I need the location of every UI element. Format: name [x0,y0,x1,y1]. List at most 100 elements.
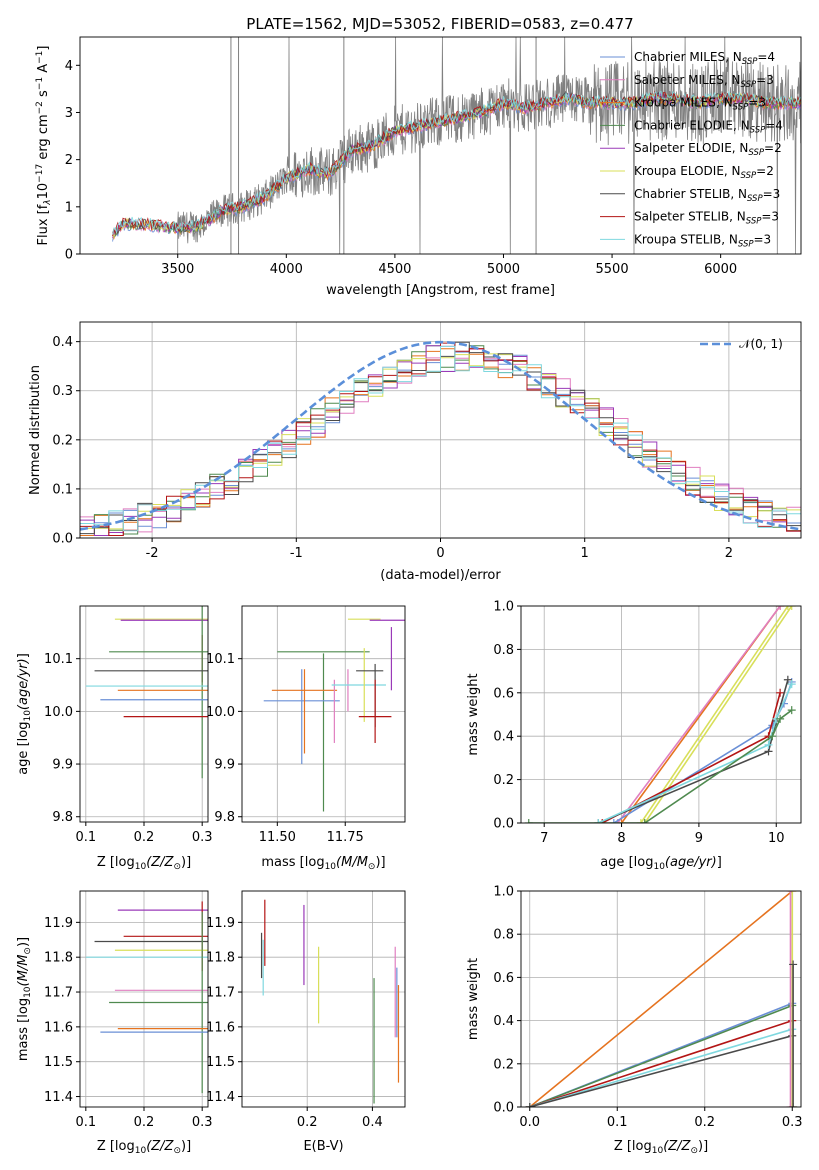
x-tick-label: 4000 [270,262,303,277]
x-tick-label: 0.2 [134,1115,155,1130]
plot-area [260,899,400,1104]
y-tick-label: 11.7 [44,986,73,1001]
plot-area [112,37,801,254]
series-marker-chabrier_stelib [789,960,798,969]
y-tick-label: 11.8 [206,951,235,966]
y-tick-label: 10.0 [206,705,235,720]
y-tick-label: 10.1 [206,652,235,667]
legend-label: Chabrier ELODIE, NSSP=4 [634,118,783,135]
legend-label: Chabrier MILES, NSSP=4 [634,50,775,67]
x-tick-label: 2 [725,546,733,561]
x-axis-label: age [log10(age/yr)] [600,855,722,872]
x-tick-label: 0.0 [519,1115,540,1130]
series-marker-salpeter_miles [786,1103,795,1107]
y-tick-label: 0.4 [493,1014,514,1029]
y-tick-label: 0.0 [493,817,514,832]
y-tick-label: 0.8 [493,643,514,658]
series-line-kroupa_stelib [597,683,793,823]
legend-label: 𝒩(0, 1) [739,337,783,351]
y-tick-label: 0.0 [493,1101,514,1116]
spectrum-panel: 3500 4000 4500 5000 5500 6000 0 1 2 3 4 Chabrier MI… [35,36,802,298]
axes-frame [520,890,802,1108]
series-line-salpeter_stelib [529,1019,793,1107]
series-line-kroupa_stelib [529,1028,793,1107]
axes-frame [241,605,406,823]
series-marker-kroupa_elodie [787,606,796,610]
x-tick-label: 6000 [704,262,737,277]
plot-area [263,618,405,812]
plot-area [85,606,208,779]
y-tick-label: 0 [65,248,73,263]
series-marker-kroupa_elodie [783,606,792,610]
x-axis-label: Z [log10(Z/Z⊙)] [97,855,191,872]
legend-label: Kroupa MILES, NSSP=3 [634,96,766,113]
legend-label: Chabrier STELIB, NSSP=3 [634,187,780,204]
y-tick-label: 0.0 [52,532,73,547]
x-tick-label: 0 [436,546,444,561]
model-spectrum-kroupa_stelib [112,90,801,235]
y-tick-label: 4 [65,59,73,74]
axes-frame [241,890,406,1108]
series-marker-chabrier_elodie [524,819,533,823]
x-tick-label: 1 [581,546,589,561]
series-marker-chabrier_stelib [789,1103,798,1107]
x-axis-label: Z [log10(Z/Z⊙)] [614,1139,708,1156]
series-marker-salpeter_miles [786,891,795,895]
series-marker-kroupa_stelib [787,680,796,689]
x-axis-label: (data-model)/error [380,568,501,583]
y-tick-label: 0.6 [493,971,514,986]
x-tick-label: 8 [617,831,625,846]
x-tick-label: 0.2 [694,1115,715,1130]
x-tick-label: 11.75 [327,830,364,845]
series-marker-salpeter_miles [776,606,785,610]
x-tick-label: 9 [695,831,703,846]
legend-label: Salpeter MILES, NSSP=3 [634,73,774,90]
y-tick-label: 11.4 [44,1090,73,1105]
mass-weight-vs-metallicity-panel: 0.0 0.1 0.2 0.3 0.0 0.2 0.4 0.6 0.8 1.0 Z [log10(Z… [466,885,803,1157]
histogram-kroupa_stelib [80,345,801,532]
series-marker-chabrier_stelib [525,1103,534,1107]
x-tick-label: 0.3 [782,1115,803,1130]
y-tick-label: 11.6 [206,1020,235,1035]
series-marker-chabrier_miles [609,819,618,823]
x-tick-label: 5000 [487,262,520,277]
series-line-kroupa_miles [529,891,793,1107]
plot-area [525,891,798,1107]
spectrum-legend: Chabrier MILES, NSSP=4 Salpeter MILES, NS… [600,50,783,249]
y-axis-label: mass weight [466,958,481,1040]
y-axis-label: mass weight [466,673,481,755]
plot-area [80,340,801,536]
series-line-kroupa_elodie [640,606,789,823]
legend-label: Kroupa STELIB, NSSP=3 [634,232,771,249]
x-axis-label: E(B-V) [303,1139,343,1154]
age-vs-mass-panel: 11.50 11.75 9.8 9.9 10.0 10.1 mass [log10(M/M⊙… [206,605,406,872]
series-marker-kroupa_elodie [788,1103,797,1107]
series-line-chabrier_stelib [529,1034,793,1107]
series-marker-chabrier_elodie [640,819,649,823]
x-tick-label: 7 [540,831,548,846]
residual-histogram-panel: -2 -1 0 1 2 0.0 0.1 0.2 0.3 0.4 𝒩(0, 1) (data-model… [28,321,802,583]
x-tick-label: 0.1 [607,1115,628,1130]
x-tick-label: 0.3 [192,830,213,845]
series-marker-salpeter_stelib [776,688,785,697]
mass-vs-ebv-panel: 0.2 0.4 11.4 11.5 11.6 11.7 11.8 11.9 E(B-V) [206,890,406,1154]
series-line-chabrier_elodie [529,1004,793,1107]
y-tick-label: 9.8 [52,810,73,825]
y-tick-label: 9.8 [214,810,235,825]
y-axis-label: Flux [fλ10−17 erg cm−2 s−1 A−1] [35,46,53,246]
y-tick-label: 0.6 [493,686,514,701]
y-tick-label: 0.1 [52,482,73,497]
mass-weight-vs-age-panel: 7 8 9 10 0.0 0.2 0.4 0.6 0.8 1.0 age [log10(age/yr… [466,600,802,872]
y-tick-label: 11.7 [206,986,235,1001]
normal-distribution-curve [80,340,801,531]
series-marker-kroupa_stelib [594,819,603,823]
x-tick-label: 0.1 [75,830,96,845]
y-axis-label: Normed distribution [28,365,43,495]
series-marker-kroupa_miles [617,819,626,823]
x-tick-label: 10 [768,831,785,846]
figure-title: PLATE=1562, MJD=53052, FIBERID=0583, z=0… [246,15,633,33]
series-marker-chabrier_elodie [787,706,796,715]
x-tick-label: 0.3 [192,1115,213,1130]
x-tick-label: 0.4 [362,1115,383,1130]
